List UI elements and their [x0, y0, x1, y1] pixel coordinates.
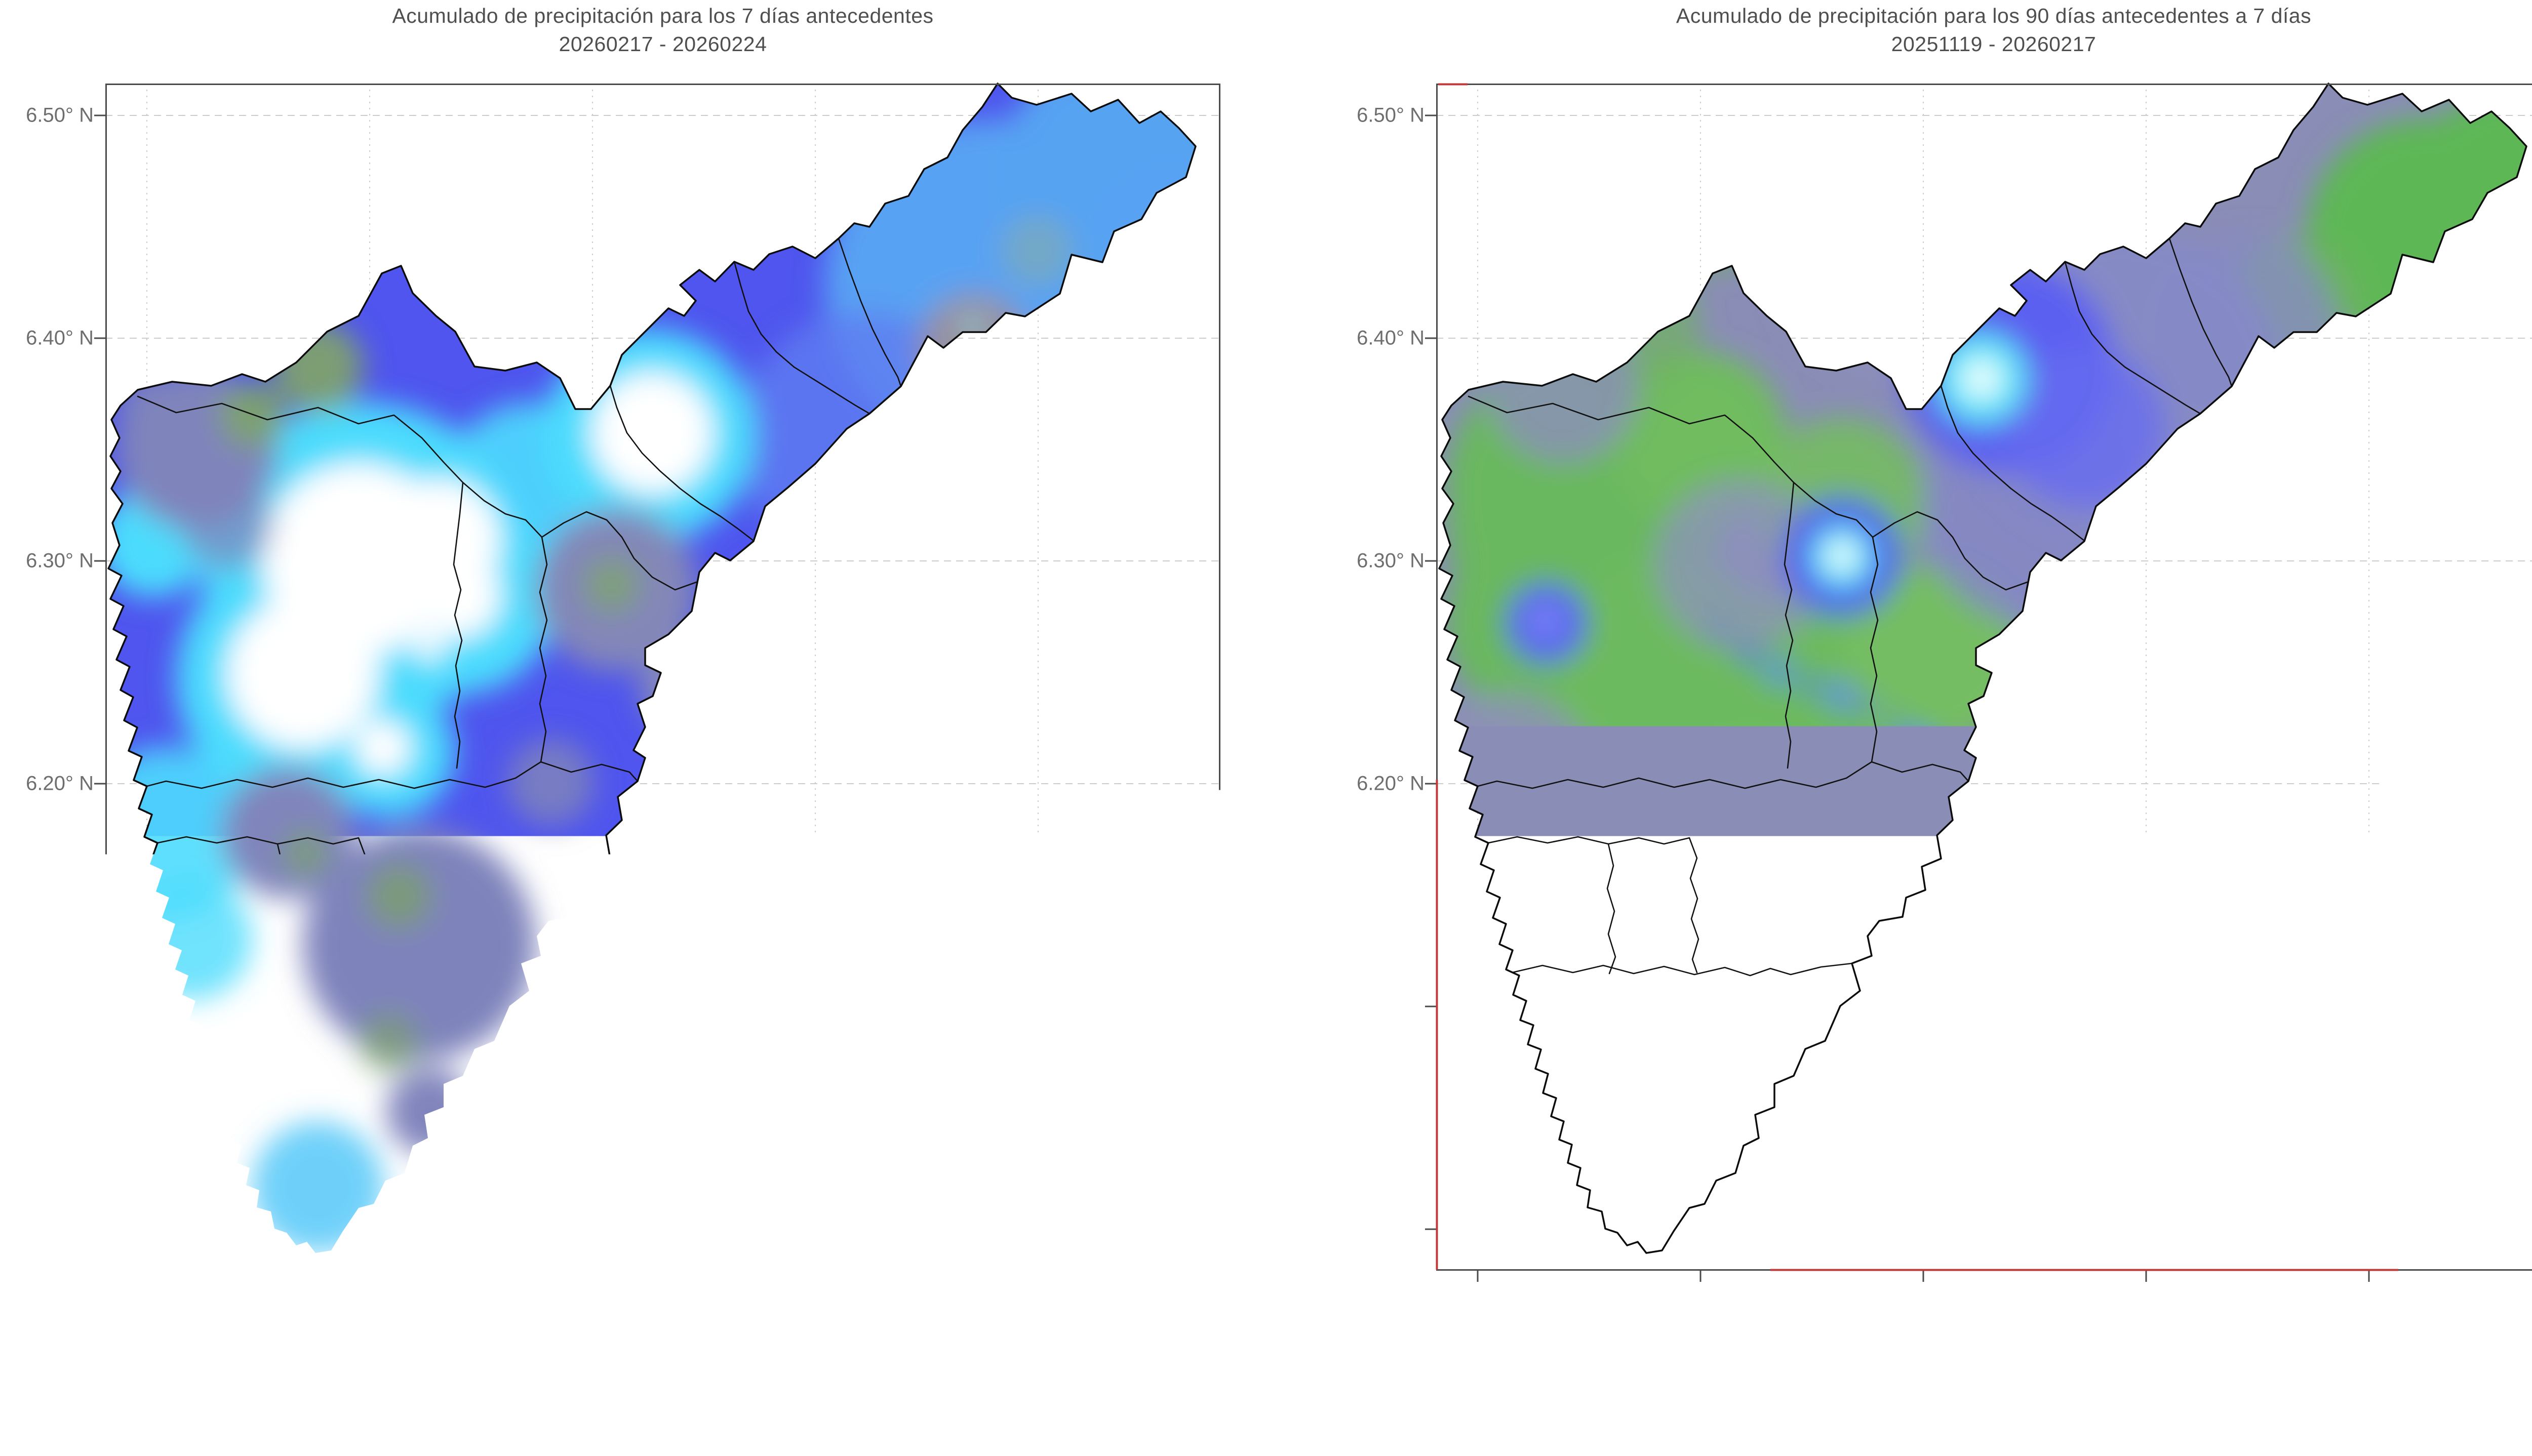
- right-y-tick-label: 6.10° N: [1313, 995, 1425, 1018]
- right-colorbar: [1428, 1320, 2532, 1364]
- right-y-tick-label: 6.20° N: [1313, 773, 1425, 795]
- colorbar-tick-label: 0: [1434, 1368, 1535, 1393]
- left-y-tick-label: 6.10° N: [0, 995, 94, 1018]
- colorbar-tick-label: 900: [2344, 1368, 2445, 1393]
- left-panel-title-line1: Acumulado de precipitación para los 7 dí…: [55, 4, 1271, 28]
- colorbar-tick-label: 600: [2041, 1368, 2142, 1393]
- colorbar-tick-label: 500: [1940, 1368, 2041, 1393]
- colorbar-tick-label: 200: [797, 1368, 898, 1393]
- left-x-tick-label: 75.60° W: [294, 1280, 446, 1303]
- left-map-plot: [105, 84, 1220, 1271]
- colorbar-tick-label: 400: [1838, 1368, 1940, 1393]
- precipitation-map-figure: Acumulado de precipitación para los 7 dí…: [0, 0, 2532, 1456]
- right-x-tick-label: 75.40° W: [2070, 1280, 2222, 1303]
- right-x-tick-label: 75.70° W: [1402, 1280, 1554, 1303]
- right-colorbar-label: Acumulado Precipitación [mm]: [1630, 1408, 2339, 1437]
- left-colorbar-label: Acumulado Precipitación [mm]: [303, 1408, 1012, 1437]
- colorbar-tick-label: 240: [936, 1368, 1037, 1393]
- left-y-tick-label: 6.30° N: [0, 550, 94, 573]
- left-y-tick-label: 6.00° N: [0, 1218, 94, 1241]
- left-x-tick-label: 75.70° W: [71, 1280, 223, 1303]
- right-y-tick-label: 6.50° N: [1313, 104, 1425, 127]
- colorbar-tick-label: 300: [1737, 1368, 1839, 1393]
- left-y-tick-label: 6.20° N: [0, 773, 94, 795]
- left-y-tick-label: 6.40° N: [0, 327, 94, 350]
- colorbar-tick-label: 280: [1075, 1368, 1176, 1393]
- right-y-tick-label: 6.40° N: [1313, 327, 1425, 350]
- left-x-tick-label: 75.40° W: [739, 1280, 891, 1303]
- left-x-tick-label: 75.50° W: [517, 1280, 668, 1303]
- right-map-plot: [1436, 84, 2532, 1271]
- right-x-tick-label: 75.30° W: [2293, 1280, 2445, 1303]
- right-y-tick-label: 6.30° N: [1313, 550, 1425, 573]
- colorbar-tick-label: 700: [2142, 1368, 2243, 1393]
- right-x-tick-label: 75.50° W: [1847, 1280, 1999, 1303]
- colorbar-tick-label: 1000: [2445, 1368, 2532, 1393]
- left-panel-title-line2: 20260217 - 20260224: [55, 32, 1271, 56]
- right-panel-title-line1: Acumulado de precipitación para los 90 d…: [1386, 4, 2532, 28]
- right-x-tick-label: 75.60° W: [1625, 1280, 1776, 1303]
- left-precip-field: [80, 48, 1265, 1286]
- left-y-tick-label: 6.50° N: [0, 104, 94, 127]
- colorbar-tick-label: 100: [1535, 1368, 1637, 1393]
- right-precip-field: [1421, 68, 2532, 1286]
- colorbar-tick-label: 200: [1636, 1368, 1737, 1393]
- colorbar-tick-label: 800: [2243, 1368, 2344, 1393]
- right-y-tick-label: 6.00° N: [1313, 1218, 1425, 1241]
- right-panel-title-line2: 20251119 - 20260217: [1386, 32, 2532, 56]
- left-colorbar: [101, 1320, 1215, 1364]
- left-x-tick-label: 75.30° W: [962, 1280, 1114, 1303]
